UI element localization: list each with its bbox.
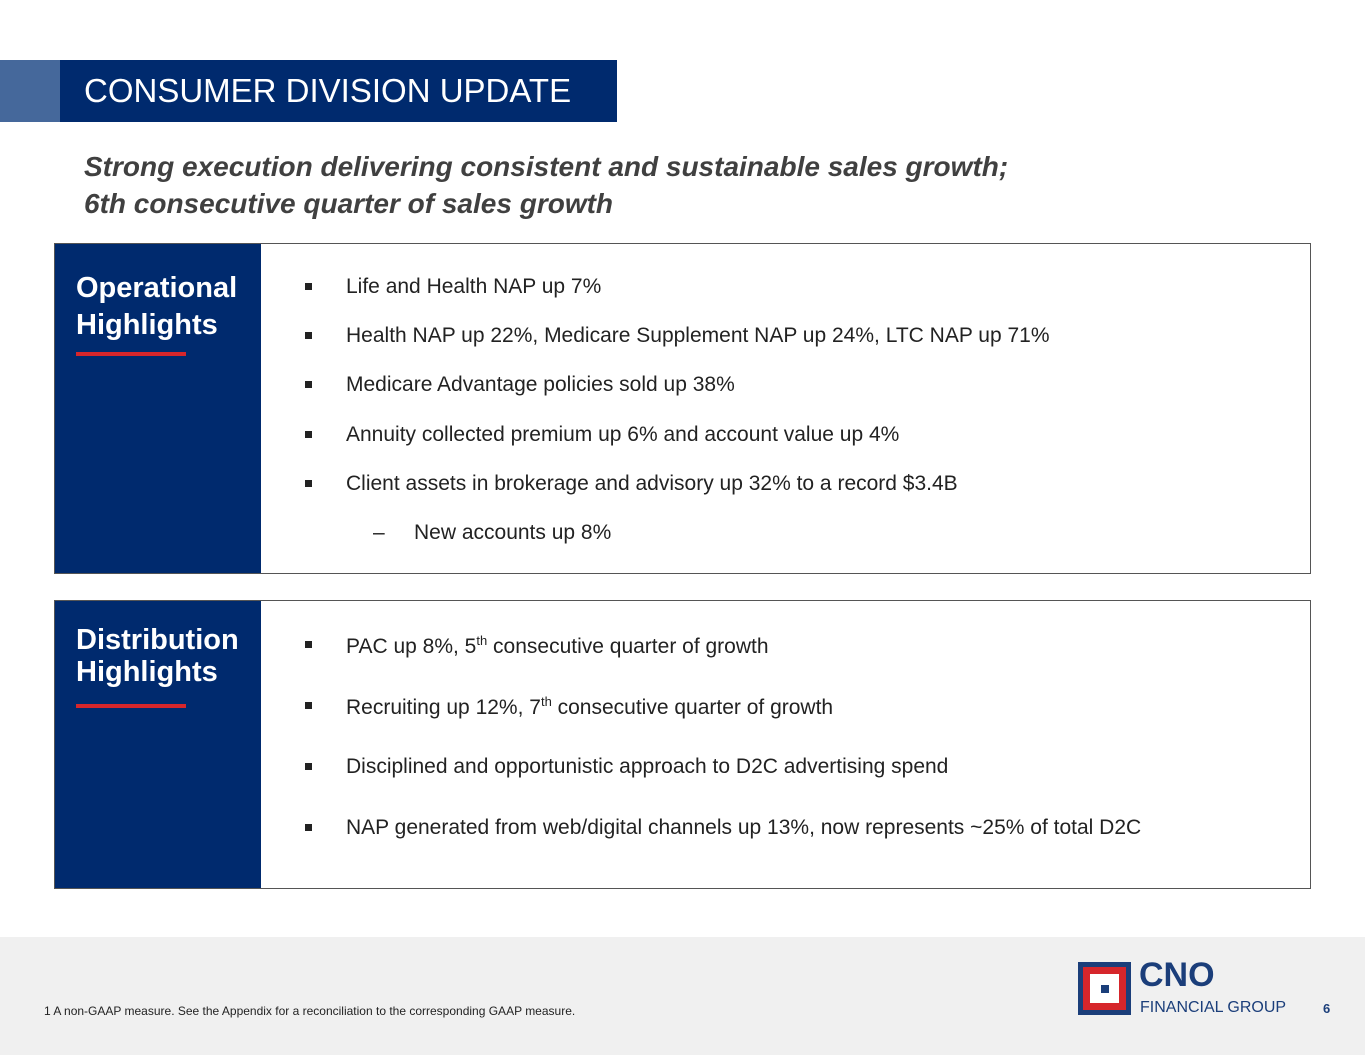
cno-logo-icon (1078, 962, 1131, 1015)
item-text: Recruiting up 12%, 7th consecutive quart… (346, 694, 834, 719)
heading-line: Highlights (76, 309, 218, 341)
distribution-side-panel: Distribution Highlights (55, 601, 261, 888)
bullet-icon (305, 763, 312, 770)
subtitle: Strong execution delivering consistent a… (84, 148, 1008, 222)
bullet-icon (305, 824, 312, 831)
subtitle-line-1: Strong execution delivering consistent a… (84, 151, 1009, 182)
heading-line: Operational (76, 272, 238, 304)
bullet-icon (305, 332, 312, 339)
bullet-icon (305, 702, 312, 709)
subtitle-line-2: 6th consecutive quarter of sales growth (84, 188, 614, 219)
item-text: Client assets in brokerage and advisory … (346, 472, 958, 495)
logo-name: CNO (1139, 956, 1215, 994)
distribution-heading: Distribution Highlights (76, 615, 239, 687)
bullet-icon (305, 480, 312, 487)
page-title: CONSUMER DIVISION UPDATE (84, 72, 572, 109)
bullet-icon (305, 431, 312, 438)
operational-highlights-box: Operational Highlights Life and Health NA… (54, 243, 1311, 574)
heading-line: Distribution (76, 624, 239, 656)
title-accent (0, 60, 60, 122)
bullet-icon (305, 381, 312, 388)
bullet-icon (305, 641, 312, 648)
page-number: 6 (1323, 1001, 1331, 1016)
title-bar: CONSUMER DIVISION UPDATE (0, 60, 617, 122)
operational-side-panel: Operational Highlights (55, 244, 261, 573)
item-text: Medicare Advantage policies sold up 38% (346, 373, 735, 396)
item-text: PAC up 8%, 5th consecutive quarter of gr… (346, 633, 769, 658)
operational-heading: Operational Highlights (76, 270, 237, 344)
heading-underline (76, 704, 186, 708)
item-text: NAP generated from web/digital channels … (346, 816, 1142, 839)
item-text: Life and Health NAP up 7% (346, 275, 602, 298)
item-text: Health NAP up 22%, Medicare Supplement N… (346, 324, 1050, 347)
footer: 1 A non-GAAP measure. See the Appendix f… (0, 937, 1365, 1055)
item-text: New accounts up 8% (414, 521, 612, 544)
distribution-highlights-box: Distribution Highlights PAC up 8%, 5th co… (54, 600, 1311, 889)
bullet-icon (305, 283, 312, 290)
logo-subtitle: FINANCIAL GROUP (1140, 999, 1287, 1016)
footnote: 1 A non-GAAP measure. See the Appendix f… (44, 1004, 576, 1018)
heading-line: Highlights (76, 656, 218, 688)
dash-icon: – (373, 521, 385, 544)
heading-underline (76, 352, 186, 356)
item-text: Disciplined and opportunistic approach t… (346, 755, 949, 778)
item-text: Annuity collected premium up 6% and acco… (346, 423, 900, 446)
